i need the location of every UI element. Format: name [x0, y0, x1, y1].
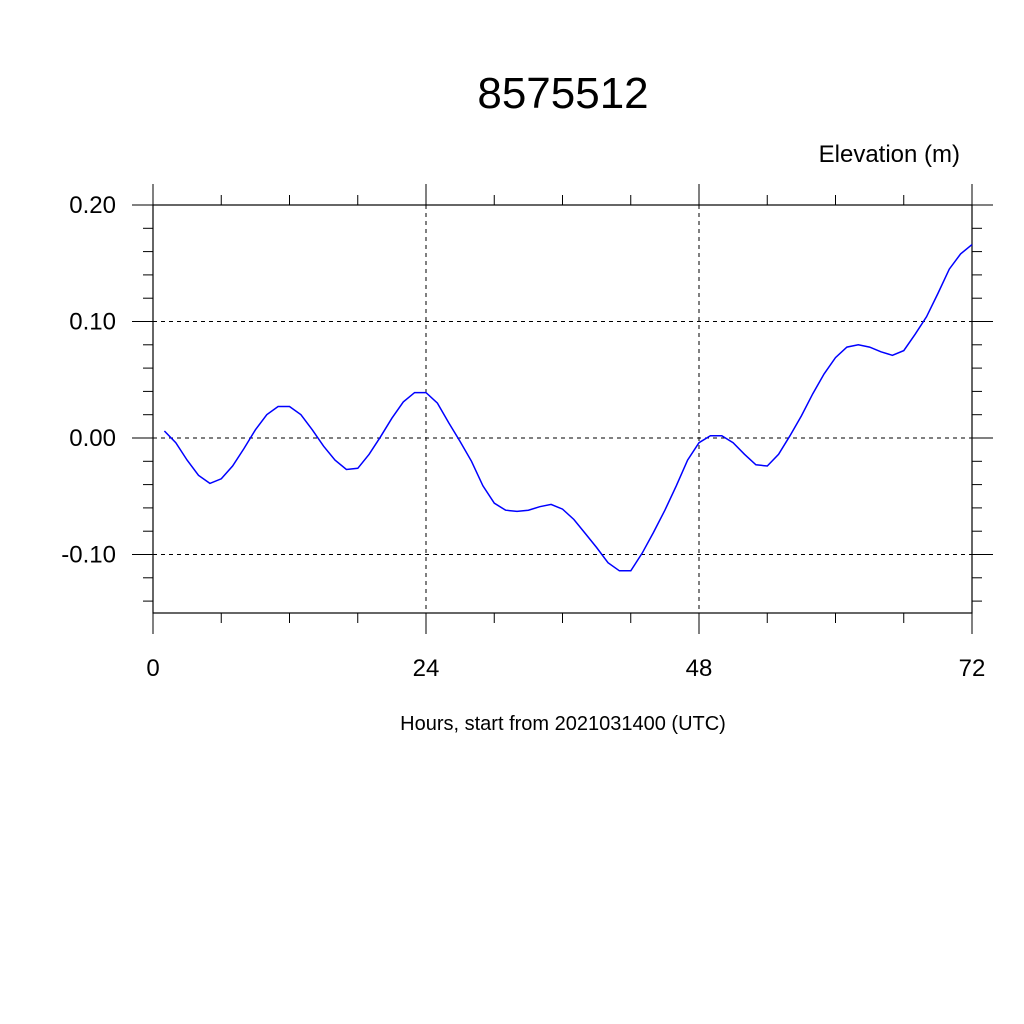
x-tick-label: 24: [413, 655, 440, 682]
x-axis-label: Hours, start from 2021031400 (UTC): [400, 713, 726, 735]
y-tick-label: 0.00: [69, 425, 116, 452]
x-tick-label: 0: [146, 655, 159, 682]
axis-ticks: [132, 184, 993, 634]
y-tick-label: 0.10: [69, 309, 116, 336]
y-tick-label: 0.20: [69, 192, 116, 219]
x-tick-label: 72: [959, 655, 986, 682]
y-axis-label: Elevation (m): [819, 141, 960, 168]
tick-labels: 0 24 48 72 -0.10 0.00 0.10 0.20: [61, 192, 985, 682]
x-tick-label: 48: [686, 655, 713, 682]
y-tick-label: -0.10: [61, 542, 116, 569]
chart-title: 8575512: [477, 69, 648, 118]
elevation-series-line: [163, 244, 973, 572]
plot-frame: [152, 204, 973, 614]
